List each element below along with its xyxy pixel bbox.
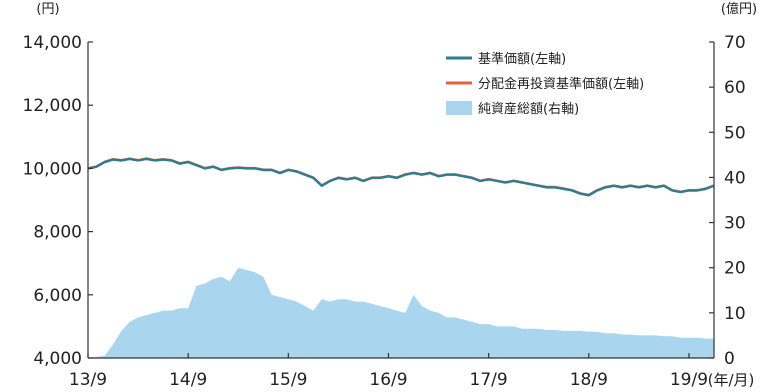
legend-label-net-assets: 純資産総額(右軸)	[478, 101, 579, 117]
nav-lines-layer	[87, 157, 715, 197]
x-unit-label: (年/月)	[708, 371, 755, 389]
legend-swatch-net-assets	[446, 101, 472, 115]
series-line-nav	[87, 157, 715, 197]
legend-label-nav: 基準価額(左軸)	[478, 51, 566, 67]
y-left-tick-label: 4,000	[33, 349, 82, 369]
y-left-tick-label: 14,000	[23, 33, 82, 53]
y-left-tick-label: 8,000	[33, 223, 82, 243]
x-tick-label: 17/9	[470, 370, 508, 390]
y-left-unit-label: (円)	[36, 2, 59, 17]
y-right-tick-label: 60	[724, 78, 746, 98]
series-area-net-assets	[88, 267, 714, 358]
y-right-tick-label: 50	[724, 123, 746, 143]
ticks-layer: 14,000 12,000 10,000 8,000 6,000 4,000 70 60 50 4…	[23, 33, 746, 390]
net-assets-area-layer	[88, 267, 714, 358]
y-left-tick-label: 12,000	[23, 96, 82, 116]
x-tick-label: 14/9	[169, 370, 207, 390]
y-left-tick-label: 6,000	[33, 286, 82, 306]
y-right-tick-label: 0	[724, 349, 735, 369]
y-right-tick-label: 10	[724, 304, 746, 324]
legend: 基準価額(左軸) 分配金再投資基準価額(左軸) 純資産総額(右軸)	[446, 51, 644, 117]
axes-layer	[87, 42, 715, 359]
legend-label-reinvested-nav: 分配金再投資基準価額(左軸)	[478, 76, 644, 92]
x-tick-label: 15/9	[269, 370, 307, 390]
y-right-unit-label: (億円)	[721, 1, 757, 17]
y-right-tick-label: 70	[724, 33, 746, 53]
y-left-tick-label: 10,000	[23, 159, 82, 179]
y-right-tick-label: 40	[724, 168, 746, 188]
x-tick-label: 19/9	[670, 370, 708, 390]
y-right-tick-label: 20	[724, 259, 746, 279]
x-tick-label: 13/9	[69, 370, 107, 390]
y-right-tick-label: 30	[724, 214, 746, 234]
x-tick-label: 16/9	[369, 370, 407, 390]
x-tick-label: 18/9	[570, 370, 608, 390]
